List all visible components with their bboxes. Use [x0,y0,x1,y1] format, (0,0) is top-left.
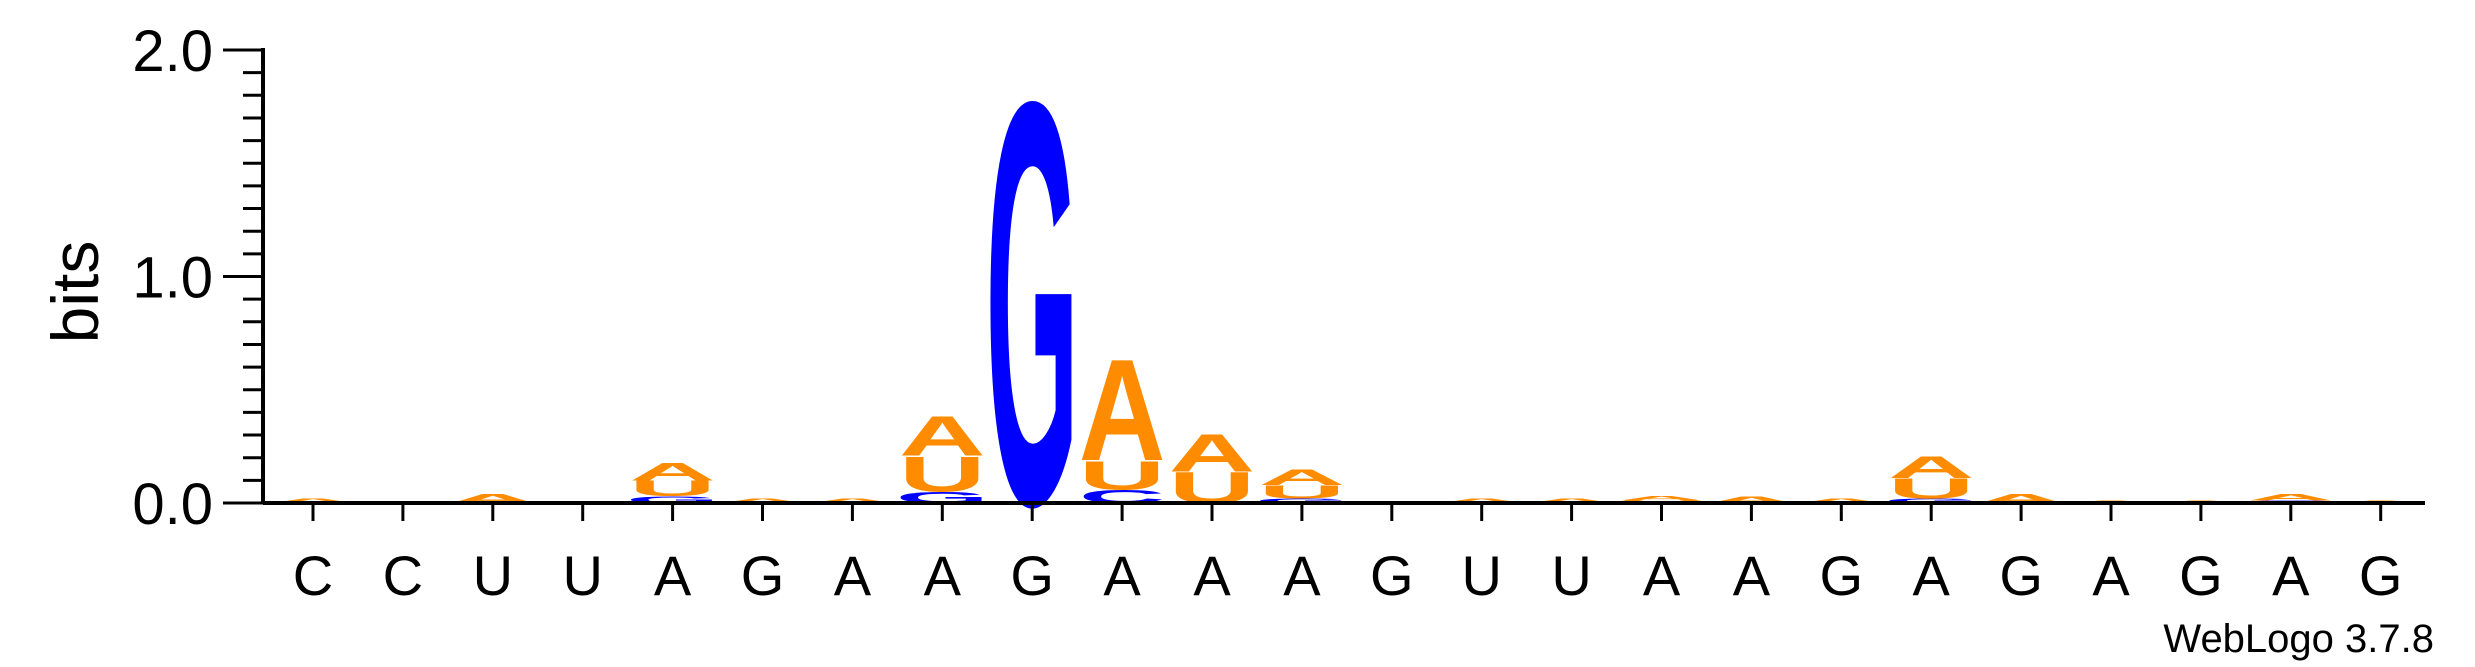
logo-glyph-u: U [899,447,986,503]
position-label: G [741,544,785,607]
logo-glyph-stacks: AAGUAAAGUAGCUAUAGUAAAUAAAGUAAAAGAA [270,0,2424,626]
logo-glyph-u: U [1259,482,1346,503]
position-label: G [2359,544,2403,607]
position-label: A [1643,544,1681,607]
logo-glyph-a: A [629,458,716,486]
position-label: A [834,544,872,607]
y-axis-title: bits [38,241,112,344]
position-label: C [383,544,423,607]
logo-glyph-a: A [1618,495,1705,502]
y-tick-label: 1.0 [132,246,213,311]
position-label: U [562,544,602,607]
position-label: U [473,544,513,607]
position-label: A [1103,544,1141,607]
position-label: U [1551,544,1591,607]
position-label: A [654,544,692,607]
y-tick-label: 2.0 [132,19,213,84]
logo-glyph-a: A [1798,497,1885,504]
logo-glyph-a: A [1079,330,1166,491]
logo-glyph-a: A [1169,423,1256,483]
logo-glyph-g: G [1255,497,1348,504]
y-axis: 0.0 1.0 2.0 [132,19,265,537]
logo-glyph-a: A [1528,497,1615,504]
weblogo-credit: WebLogo 3.7.8 [2163,617,2434,661]
logo-glyph-a: A [809,497,896,504]
position-label: G [1999,544,2043,607]
position-label: A [1733,544,1771,607]
position-label: G [1820,544,1864,607]
logo-glyph-u: U [1888,473,1975,505]
y-tick-label: 0.0 [132,472,213,537]
logo-glyph-a: A [1708,495,1795,506]
logo-glyph-a: A [2247,492,2334,503]
logo-glyph-u: U [629,477,716,502]
logo-glyph-u: U [1079,452,1166,498]
logo-glyph-a: A [1259,465,1346,490]
position-label: C [293,544,333,607]
position-label: G [2179,544,2223,607]
logo-glyph-a: A [1438,497,1525,504]
position-label: G [1370,544,1414,607]
position-label: A [1193,544,1231,607]
logo-glyph-a: A [1888,450,1975,485]
logo-glyph-a: A [270,497,357,504]
position-label: A [1913,544,1951,607]
logo-glyph-g: G [986,0,1079,626]
logo-glyph-a: A [719,497,806,504]
position-label: A [924,544,962,607]
logo-glyph-a: A [899,404,986,467]
position-label: G [1010,544,1054,607]
position-label: A [2272,544,2310,607]
logo-glyph-g: G [1885,497,1978,504]
position-label: A [1283,544,1321,607]
logo-glyph-g: G [626,495,719,506]
position-label: U [1461,544,1501,607]
position-label: A [2092,544,2130,607]
